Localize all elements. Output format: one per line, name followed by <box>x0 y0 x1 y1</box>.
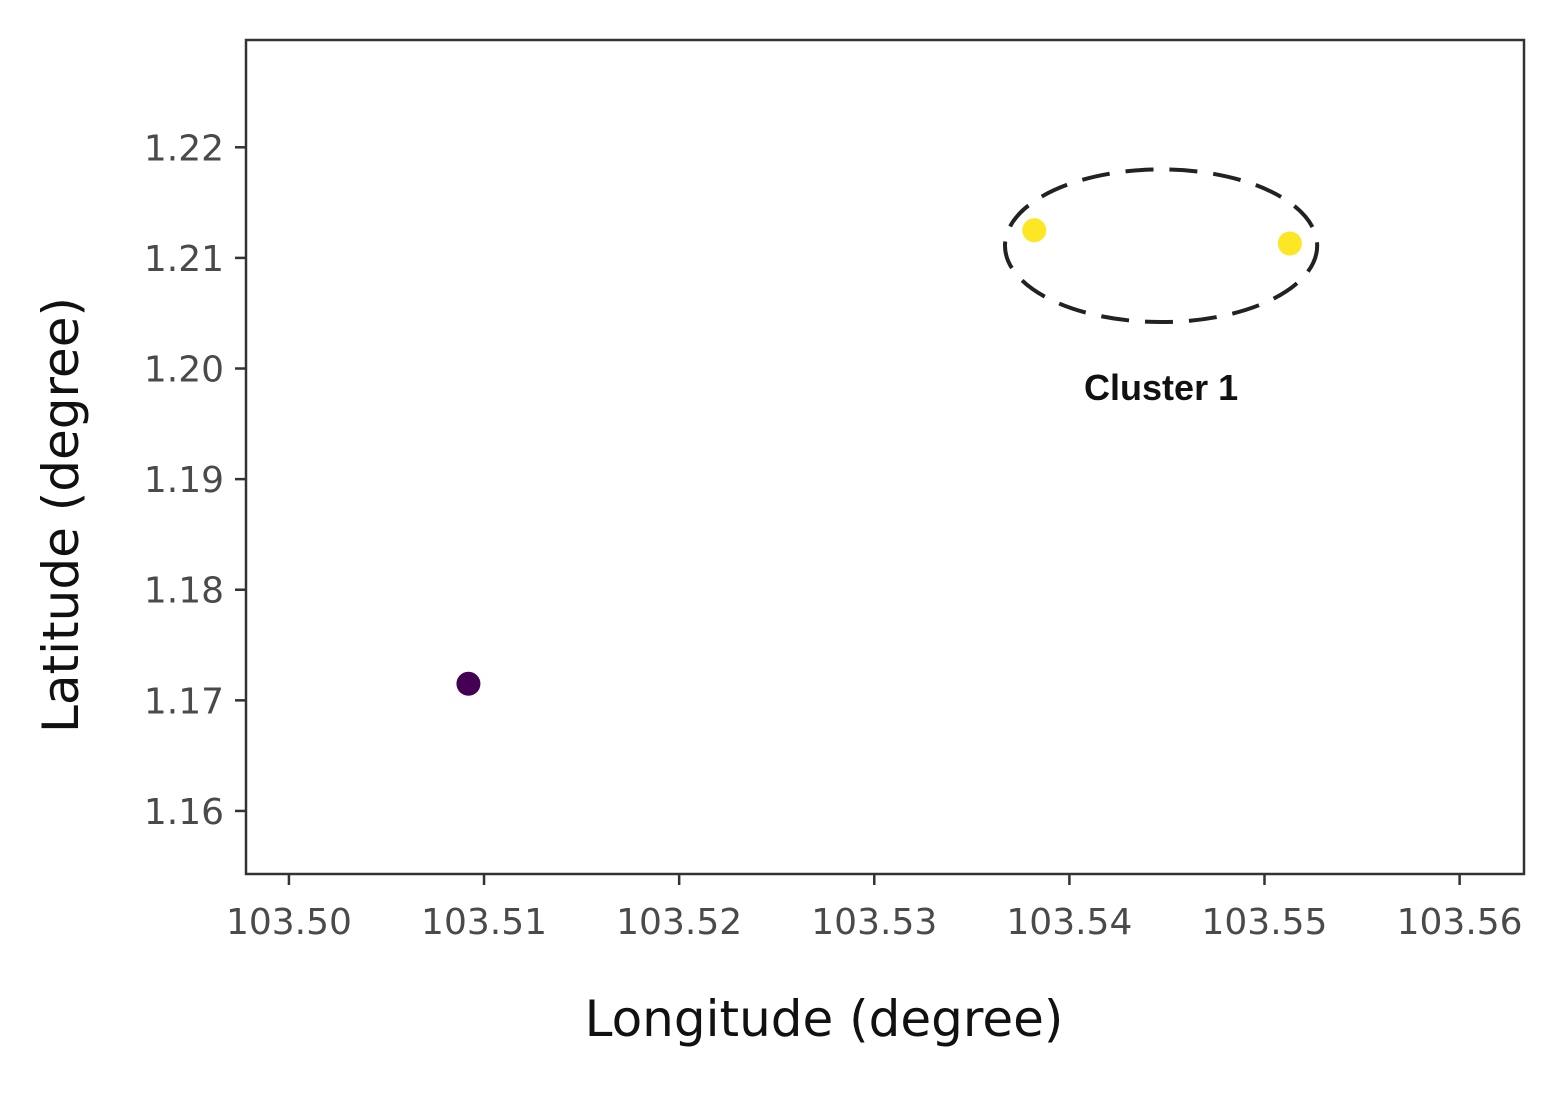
x-tick-label: 103.50 <box>226 902 352 943</box>
y-axis-label: Latitude (degree) <box>32 297 90 733</box>
data-point <box>1022 218 1047 243</box>
y-tick-label: 1.16 <box>144 792 224 833</box>
cluster-ellipse <box>1002 167 1320 325</box>
data-point <box>1277 231 1302 256</box>
y-tick-label: 1.18 <box>144 571 224 612</box>
plot-area-frame <box>244 38 1526 876</box>
y-tick-label: 1.22 <box>144 128 224 169</box>
y-tick-label: 1.19 <box>144 460 224 501</box>
y-tick-label: 1.20 <box>144 350 224 391</box>
x-tick-label: 103.56 <box>1397 902 1523 943</box>
y-tick-label: 1.17 <box>144 681 224 722</box>
cluster-label: Cluster 1 <box>1084 367 1238 408</box>
x-tick-label: 103.54 <box>1006 902 1132 943</box>
x-tick-label: 103.55 <box>1202 902 1328 943</box>
y-tick-label: 1.21 <box>144 239 224 280</box>
x-tick-label: 103.51 <box>421 902 547 943</box>
data-points <box>456 218 1302 696</box>
x-axis-ticks: 103.50 103.51 103.52 103.53 103.54 103.55 103.… <box>226 874 1523 943</box>
x-tick-label: 103.53 <box>811 902 937 943</box>
x-axis-label: Longitude (degree) <box>585 990 1064 1048</box>
data-point <box>456 671 481 696</box>
annotation-layer: Cluster 1 <box>1002 167 1320 408</box>
y-axis-ticks: 1.16 1.17 1.18 1.19 1.20 1.21 1.22 <box>144 128 246 833</box>
x-tick-label: 103.52 <box>616 902 742 943</box>
